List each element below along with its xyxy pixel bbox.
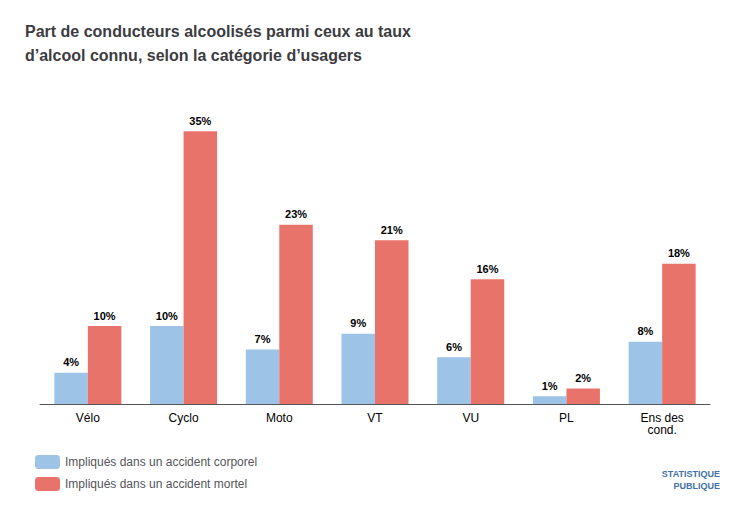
- svg-text:8%: 8%: [637, 325, 653, 337]
- svg-text:Moto: Moto: [266, 411, 293, 425]
- svg-text:PL: PL: [559, 411, 574, 425]
- svg-text:10%: 10%: [94, 310, 116, 322]
- svg-text:Ens des: Ens des: [640, 411, 684, 425]
- svg-text:Vélo: Vélo: [76, 411, 100, 425]
- svg-text:23%: 23%: [285, 208, 307, 220]
- svg-text:21%: 21%: [381, 224, 403, 236]
- svg-text:Impliqués dans un accident mor: Impliqués dans un accident mortel: [65, 477, 247, 491]
- svg-text:Part de conducteurs alcoolisés: Part de conducteurs alcoolisés parmi ceu…: [25, 23, 411, 40]
- svg-text:PUBLIQUE: PUBLIQUE: [673, 481, 720, 491]
- svg-text:4%: 4%: [63, 356, 79, 368]
- svg-text:10%: 10%: [156, 310, 178, 322]
- svg-text:cond.: cond.: [647, 423, 676, 437]
- svg-text:VT: VT: [367, 411, 383, 425]
- svg-text:VU: VU: [462, 411, 479, 425]
- svg-text:7%: 7%: [255, 333, 271, 345]
- svg-text:1%: 1%: [542, 380, 558, 392]
- svg-text:Cyclo: Cyclo: [169, 411, 199, 425]
- svg-text:Impliqués dans un accident cor: Impliqués dans un accident corporel: [65, 455, 257, 469]
- svg-text:18%: 18%: [668, 247, 690, 259]
- svg-text:16%: 16%: [476, 263, 498, 275]
- svg-text:d’alcool connu, selon la catég: d’alcool connu, selon la catégorie d’usa…: [25, 47, 362, 64]
- svg-text:STATISTIQUE: STATISTIQUE: [662, 469, 720, 479]
- svg-text:35%: 35%: [189, 115, 211, 127]
- svg-text:6%: 6%: [446, 341, 462, 353]
- svg-text:9%: 9%: [350, 317, 366, 329]
- svg-text:2%: 2%: [575, 372, 591, 384]
